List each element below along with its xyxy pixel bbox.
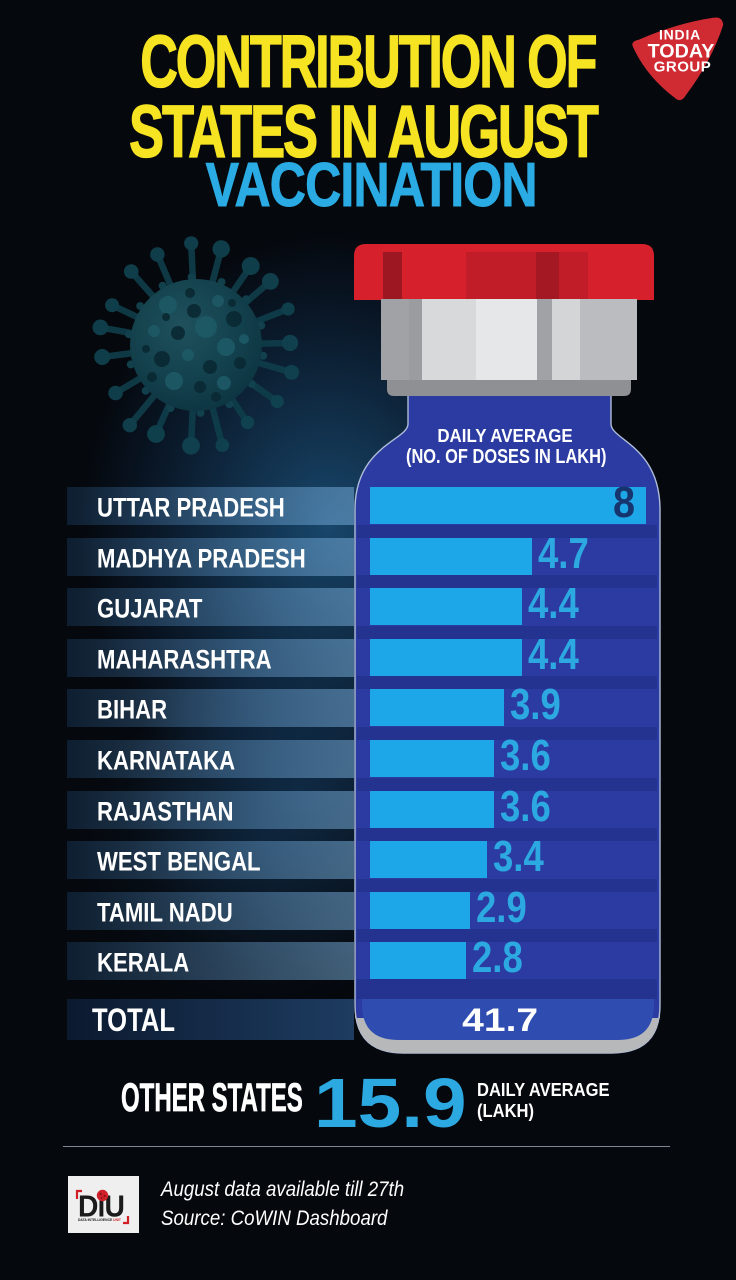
svg-text:GROUP: GROUP: [654, 59, 712, 76]
svg-text:INDIA: INDIA: [659, 26, 701, 42]
svg-text:TODAY: TODAY: [648, 41, 715, 63]
svg-text:DATA INTELLIGENCE UNIT: DATA INTELLIGENCE UNIT: [78, 1217, 121, 1222]
